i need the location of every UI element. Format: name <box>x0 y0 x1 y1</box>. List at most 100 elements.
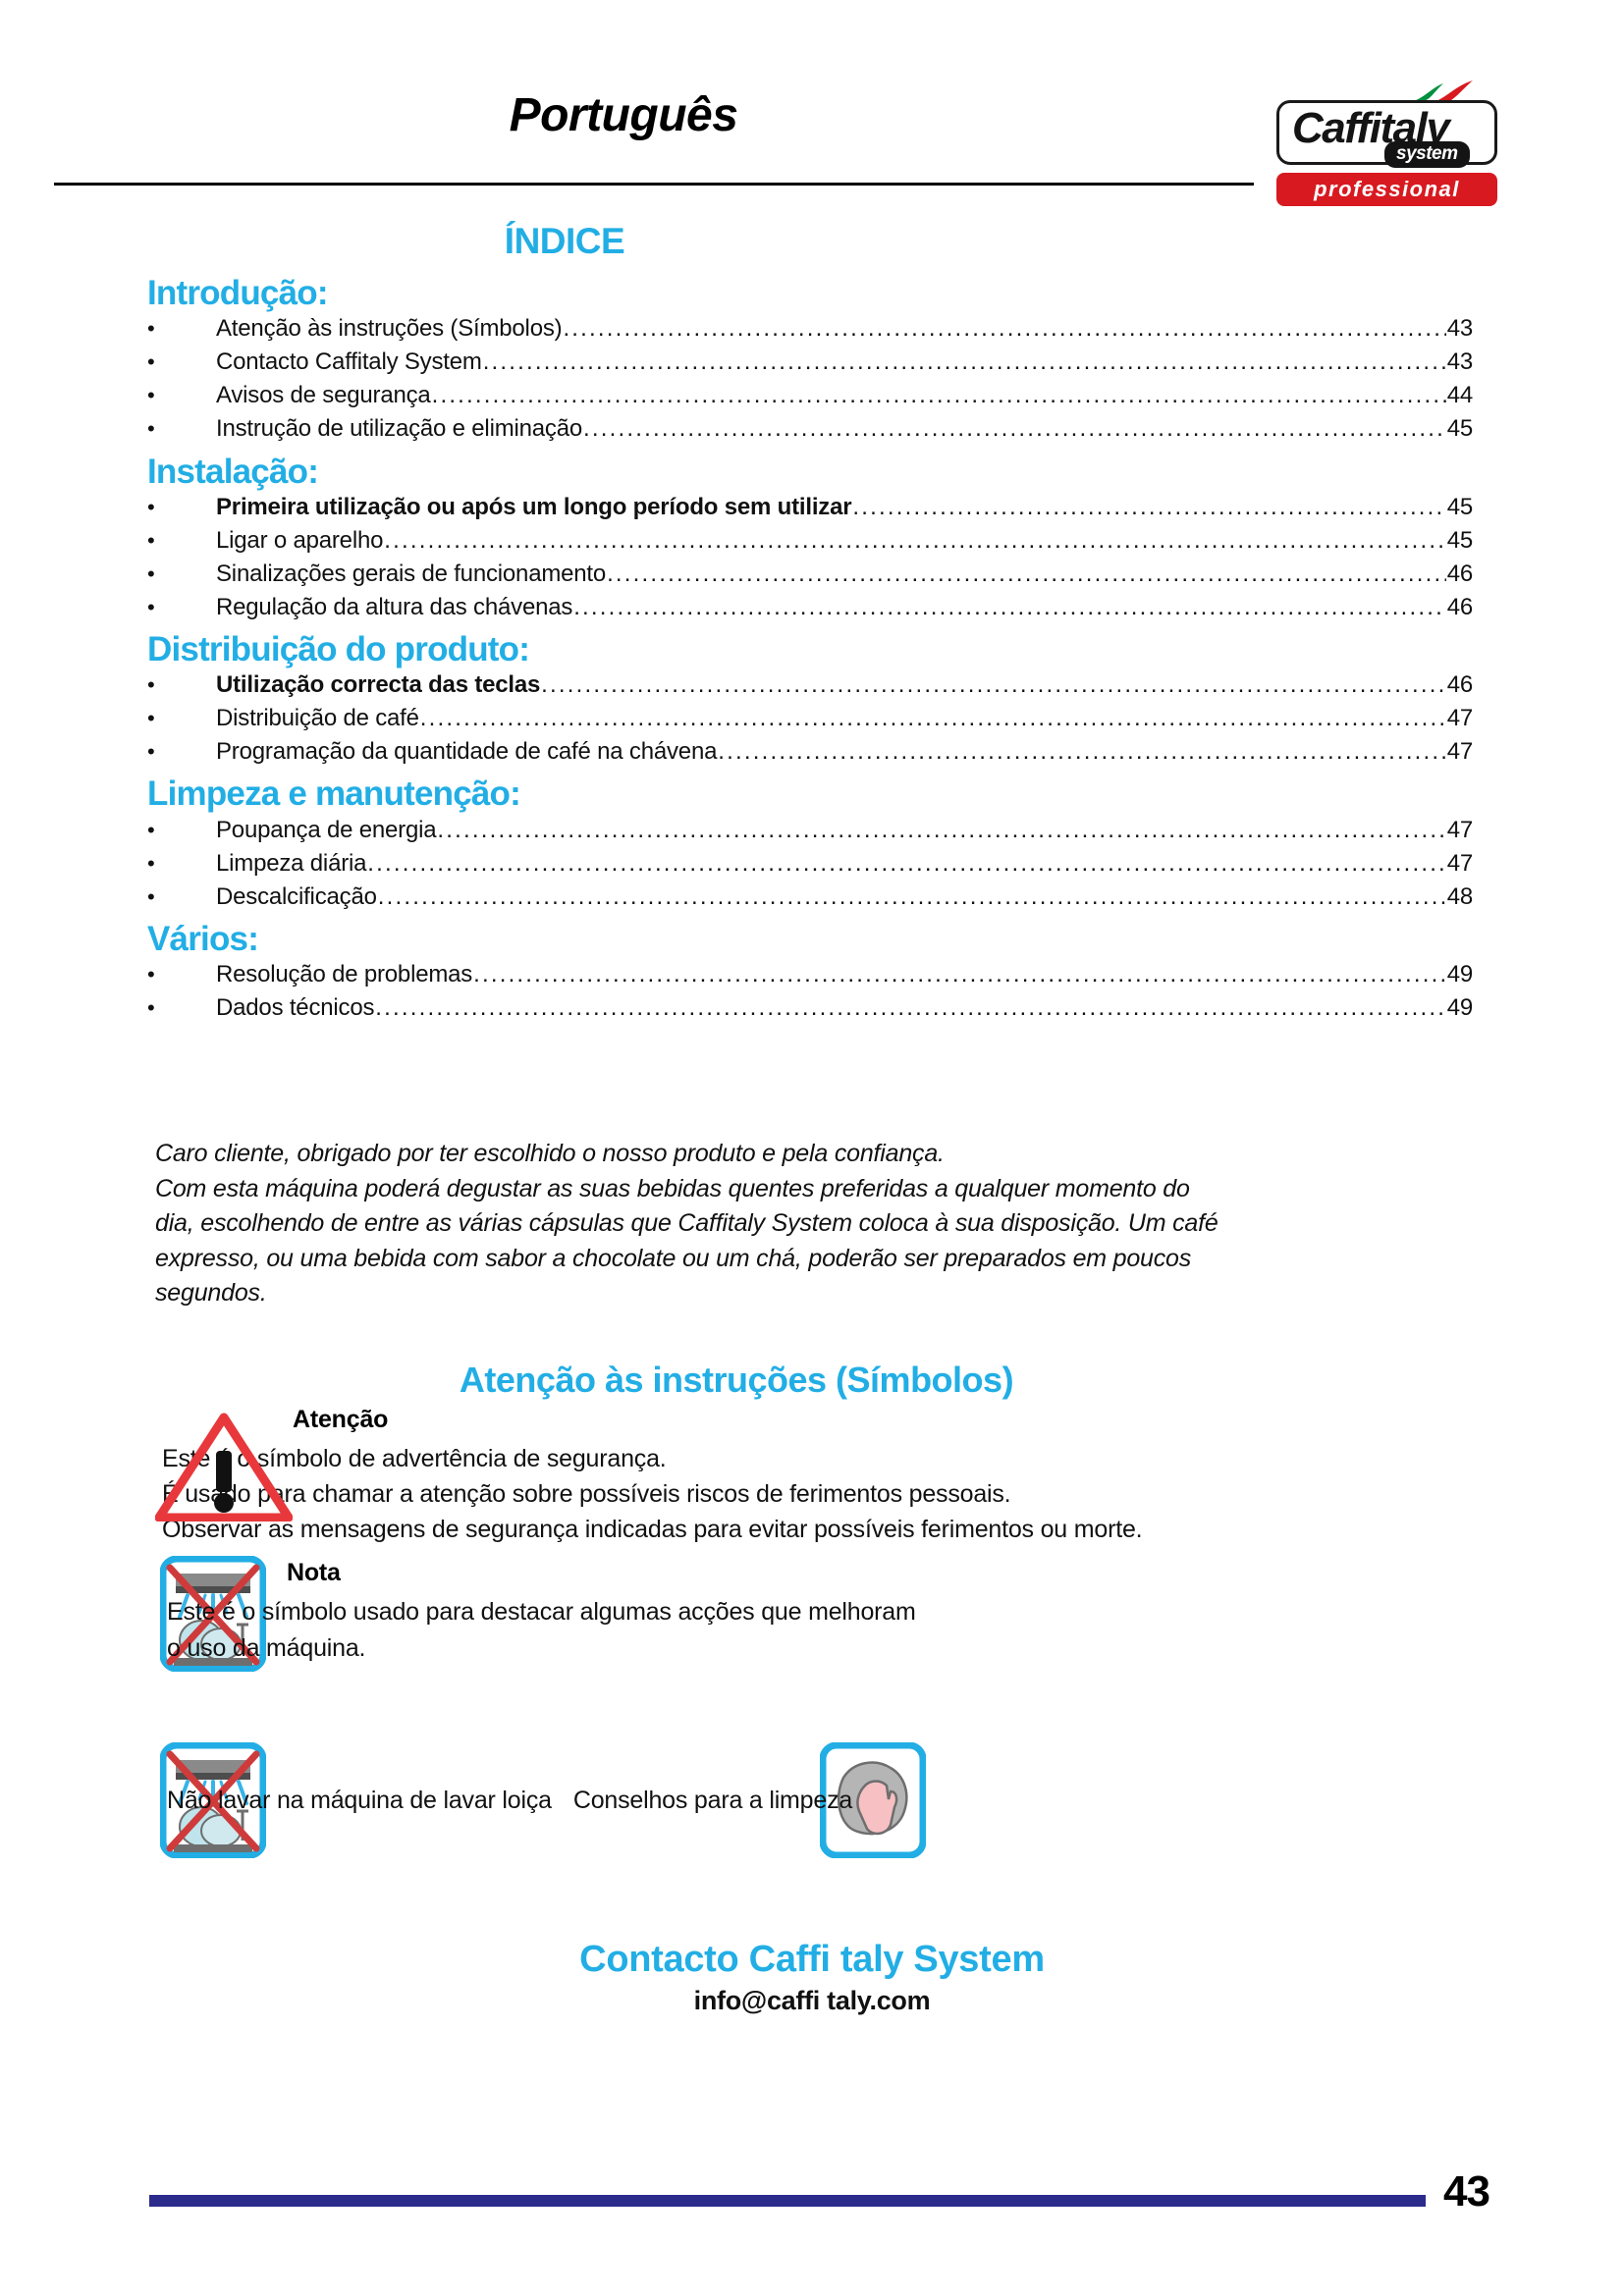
toc-leader-dots: ........................................… <box>419 705 1446 732</box>
intro-paragraph: Caro cliente, obrigado por ter escolhido… <box>155 1137 1422 1311</box>
toc-entry[interactable]: • Contacto Caffitaly System ............… <box>147 346 1473 379</box>
bullet-icon: • <box>147 349 155 375</box>
toc-entry-label: Resolução de problemas <box>216 961 473 988</box>
toc-entry-label: Programação da quantidade de café na chá… <box>216 738 718 766</box>
toc-entry-page: 43 <box>1446 348 1473 376</box>
toc-entry-label: Contacto Caffitaly System <box>216 348 482 376</box>
toc-entry-page: 46 <box>1446 560 1473 587</box>
toc-entry-page: 47 <box>1446 705 1473 732</box>
bullet-icon: • <box>147 739 155 765</box>
bullet-icon: • <box>147 416 155 442</box>
bullet-icon: • <box>147 494 155 519</box>
toc-section-heading: Limpeza e manutenção: <box>147 774 521 814</box>
toc-entry-page: 45 <box>1446 415 1473 443</box>
toc-entry[interactable]: • Distribuição de café .................… <box>147 702 1473 735</box>
toc-entry[interactable]: • Resolução de problemas ...............… <box>147 958 1473 991</box>
toc-entry-page: 46 <box>1446 593 1473 620</box>
logo-system-tag: system <box>1384 141 1470 168</box>
attention-line-1: Este é o símbolo de advertência de segur… <box>162 1445 667 1472</box>
toc-entry[interactable]: • Utilização correcta das teclas .......… <box>147 668 1473 702</box>
toc-section: Introdução: • Atenção às instruções (Sím… <box>0 268 1624 447</box>
attention-line-3: Observar as mensagens de segurança indic… <box>162 1516 1143 1543</box>
toc-leader-dots: ........................................… <box>563 315 1445 343</box>
toc-leader-dots: ........................................… <box>384 526 1446 554</box>
toc-entry-page: 45 <box>1446 526 1473 554</box>
toc-leader-dots: ........................................… <box>367 849 1445 877</box>
toc-entry-label: Limpeza diária <box>216 849 367 877</box>
no-dishwasher-icon <box>160 1742 266 1858</box>
attention-line-2: É usado para chamar a atenção sobre poss… <box>162 1480 1011 1508</box>
symbols-section-title: Atenção às instruções (Símbolos) <box>459 1360 1014 1400</box>
toc-entry[interactable]: • Regulação da altura das chávenas .....… <box>147 591 1473 624</box>
toc-entry-page: 49 <box>1446 994 1473 1022</box>
toc-entry[interactable]: • Ligar o aparelho .....................… <box>147 524 1473 558</box>
warning-triangle-icon <box>155 1413 293 1522</box>
toc-entry[interactable]: • Avisos de segurança ..................… <box>147 379 1473 412</box>
toc-entry-page: 49 <box>1446 961 1473 988</box>
toc-leader-dots: ........................................… <box>437 816 1445 843</box>
icon-captions: Não lavar na máquina de lavar loiça Conse… <box>167 1787 1345 1815</box>
toc-entry-page: 44 <box>1446 382 1473 409</box>
toc-leader-dots: ........................................… <box>852 493 1446 520</box>
bullet-icon: • <box>147 383 155 408</box>
contact-title: Contacto Caffi taly System <box>579 1939 1045 1980</box>
toc-entry-label: Poupança de energia <box>216 816 437 843</box>
note-line-1: Este é o símbolo usado para destacar alg… <box>167 1598 916 1626</box>
no-dishwasher-caption: Não lavar na máquina de lavar loiça <box>167 1787 552 1814</box>
footer-divider <box>149 2195 1426 2207</box>
bullet-icon: • <box>147 995 155 1021</box>
toc-entry-page: 47 <box>1446 849 1473 877</box>
toc-entry-label: Sinalizações gerais de funcionamento <box>216 560 607 587</box>
toc-entry[interactable]: • Programação da quantidade de café na c… <box>147 735 1473 769</box>
header-divider <box>54 183 1254 186</box>
toc-title: ÍNDICE <box>504 221 625 261</box>
toc-entry-label: Regulação da altura das chávenas <box>216 593 573 620</box>
intro-line-4: expresso, ou uma bebida com sabor a choc… <box>155 1244 1192 1272</box>
attention-label: Atenção <box>293 1406 389 1433</box>
caffitaly-logo: Caffitaly system professional <box>1276 79 1507 206</box>
bullet-icon: • <box>147 706 155 731</box>
toc-entry[interactable]: • Limpeza diária .......................… <box>147 847 1473 881</box>
toc-section-heading: Vários: <box>147 919 259 958</box>
note-description: Este é o símbolo usado para destacar alg… <box>167 1594 1247 1666</box>
table-of-contents: ÍNDICE Introdução: • Atenção às instruçõ… <box>0 221 1624 1025</box>
page-header: Português <box>0 0 1624 196</box>
toc-entry-label: Primeira utilização ou após um longo per… <box>216 493 852 520</box>
note-label: Nota <box>287 1559 341 1586</box>
toc-entry[interactable]: • Primeira utilização ou após um longo p… <box>147 491 1473 524</box>
toc-section-heading: Instalação: <box>147 452 319 491</box>
toc-entry[interactable]: • Poupança de energia ..................… <box>147 814 1473 847</box>
toc-entry-page: 43 <box>1446 315 1473 343</box>
toc-entry-page: 46 <box>1446 671 1473 699</box>
cleaning-cloth-hand-icon <box>820 1742 926 1858</box>
logo-professional-tag: professional <box>1276 173 1497 206</box>
toc-section-heading: Introdução: <box>147 274 328 312</box>
toc-entry[interactable]: • Instrução de utilização e eliminação .… <box>147 412 1473 446</box>
bullet-icon: • <box>147 883 155 909</box>
intro-line-3: dia, escolhendo de entre as várias cápsu… <box>155 1209 1218 1237</box>
toc-leader-dots: ........................................… <box>482 348 1446 376</box>
contact-email[interactable]: info@caffi taly.com <box>693 1986 931 2015</box>
bullet-icon: • <box>147 594 155 619</box>
toc-entry[interactable]: • Dados técnicos .......................… <box>147 991 1473 1025</box>
toc-section: Vários: • Resolução de problemas .......… <box>0 914 1624 1025</box>
bullet-icon: • <box>147 962 155 988</box>
toc-entry[interactable]: • Atenção às instruções (Símbolos) .....… <box>147 312 1473 346</box>
toc-entry-label: Distribuição de café <box>216 705 419 732</box>
toc-entry-label: Descalcificação <box>216 882 377 910</box>
toc-entry-page: 48 <box>1446 882 1473 910</box>
toc-entry-label: Atenção às instruções (Símbolos) <box>216 315 563 343</box>
bullet-icon: • <box>147 817 155 842</box>
toc-entry[interactable]: • Sinalizações gerais de funcionamento .… <box>147 558 1473 591</box>
toc-leader-dots: ........................................… <box>375 994 1446 1022</box>
note-line-2: o uso da máquina. <box>167 1633 366 1662</box>
bullet-icon: • <box>147 527 155 553</box>
toc-section: Distribuição do produto: • Utilização co… <box>0 624 1624 769</box>
toc-leader-dots: ........................................… <box>377 882 1446 910</box>
toc-entry-label: Avisos de segurança <box>216 382 431 409</box>
toc-entry[interactable]: • Descalcificação ......................… <box>147 881 1473 914</box>
intro-line-5: segundos. <box>155 1279 267 1307</box>
toc-entry-label: Dados técnicos <box>216 994 375 1022</box>
toc-leader-dots: ........................................… <box>607 560 1446 587</box>
